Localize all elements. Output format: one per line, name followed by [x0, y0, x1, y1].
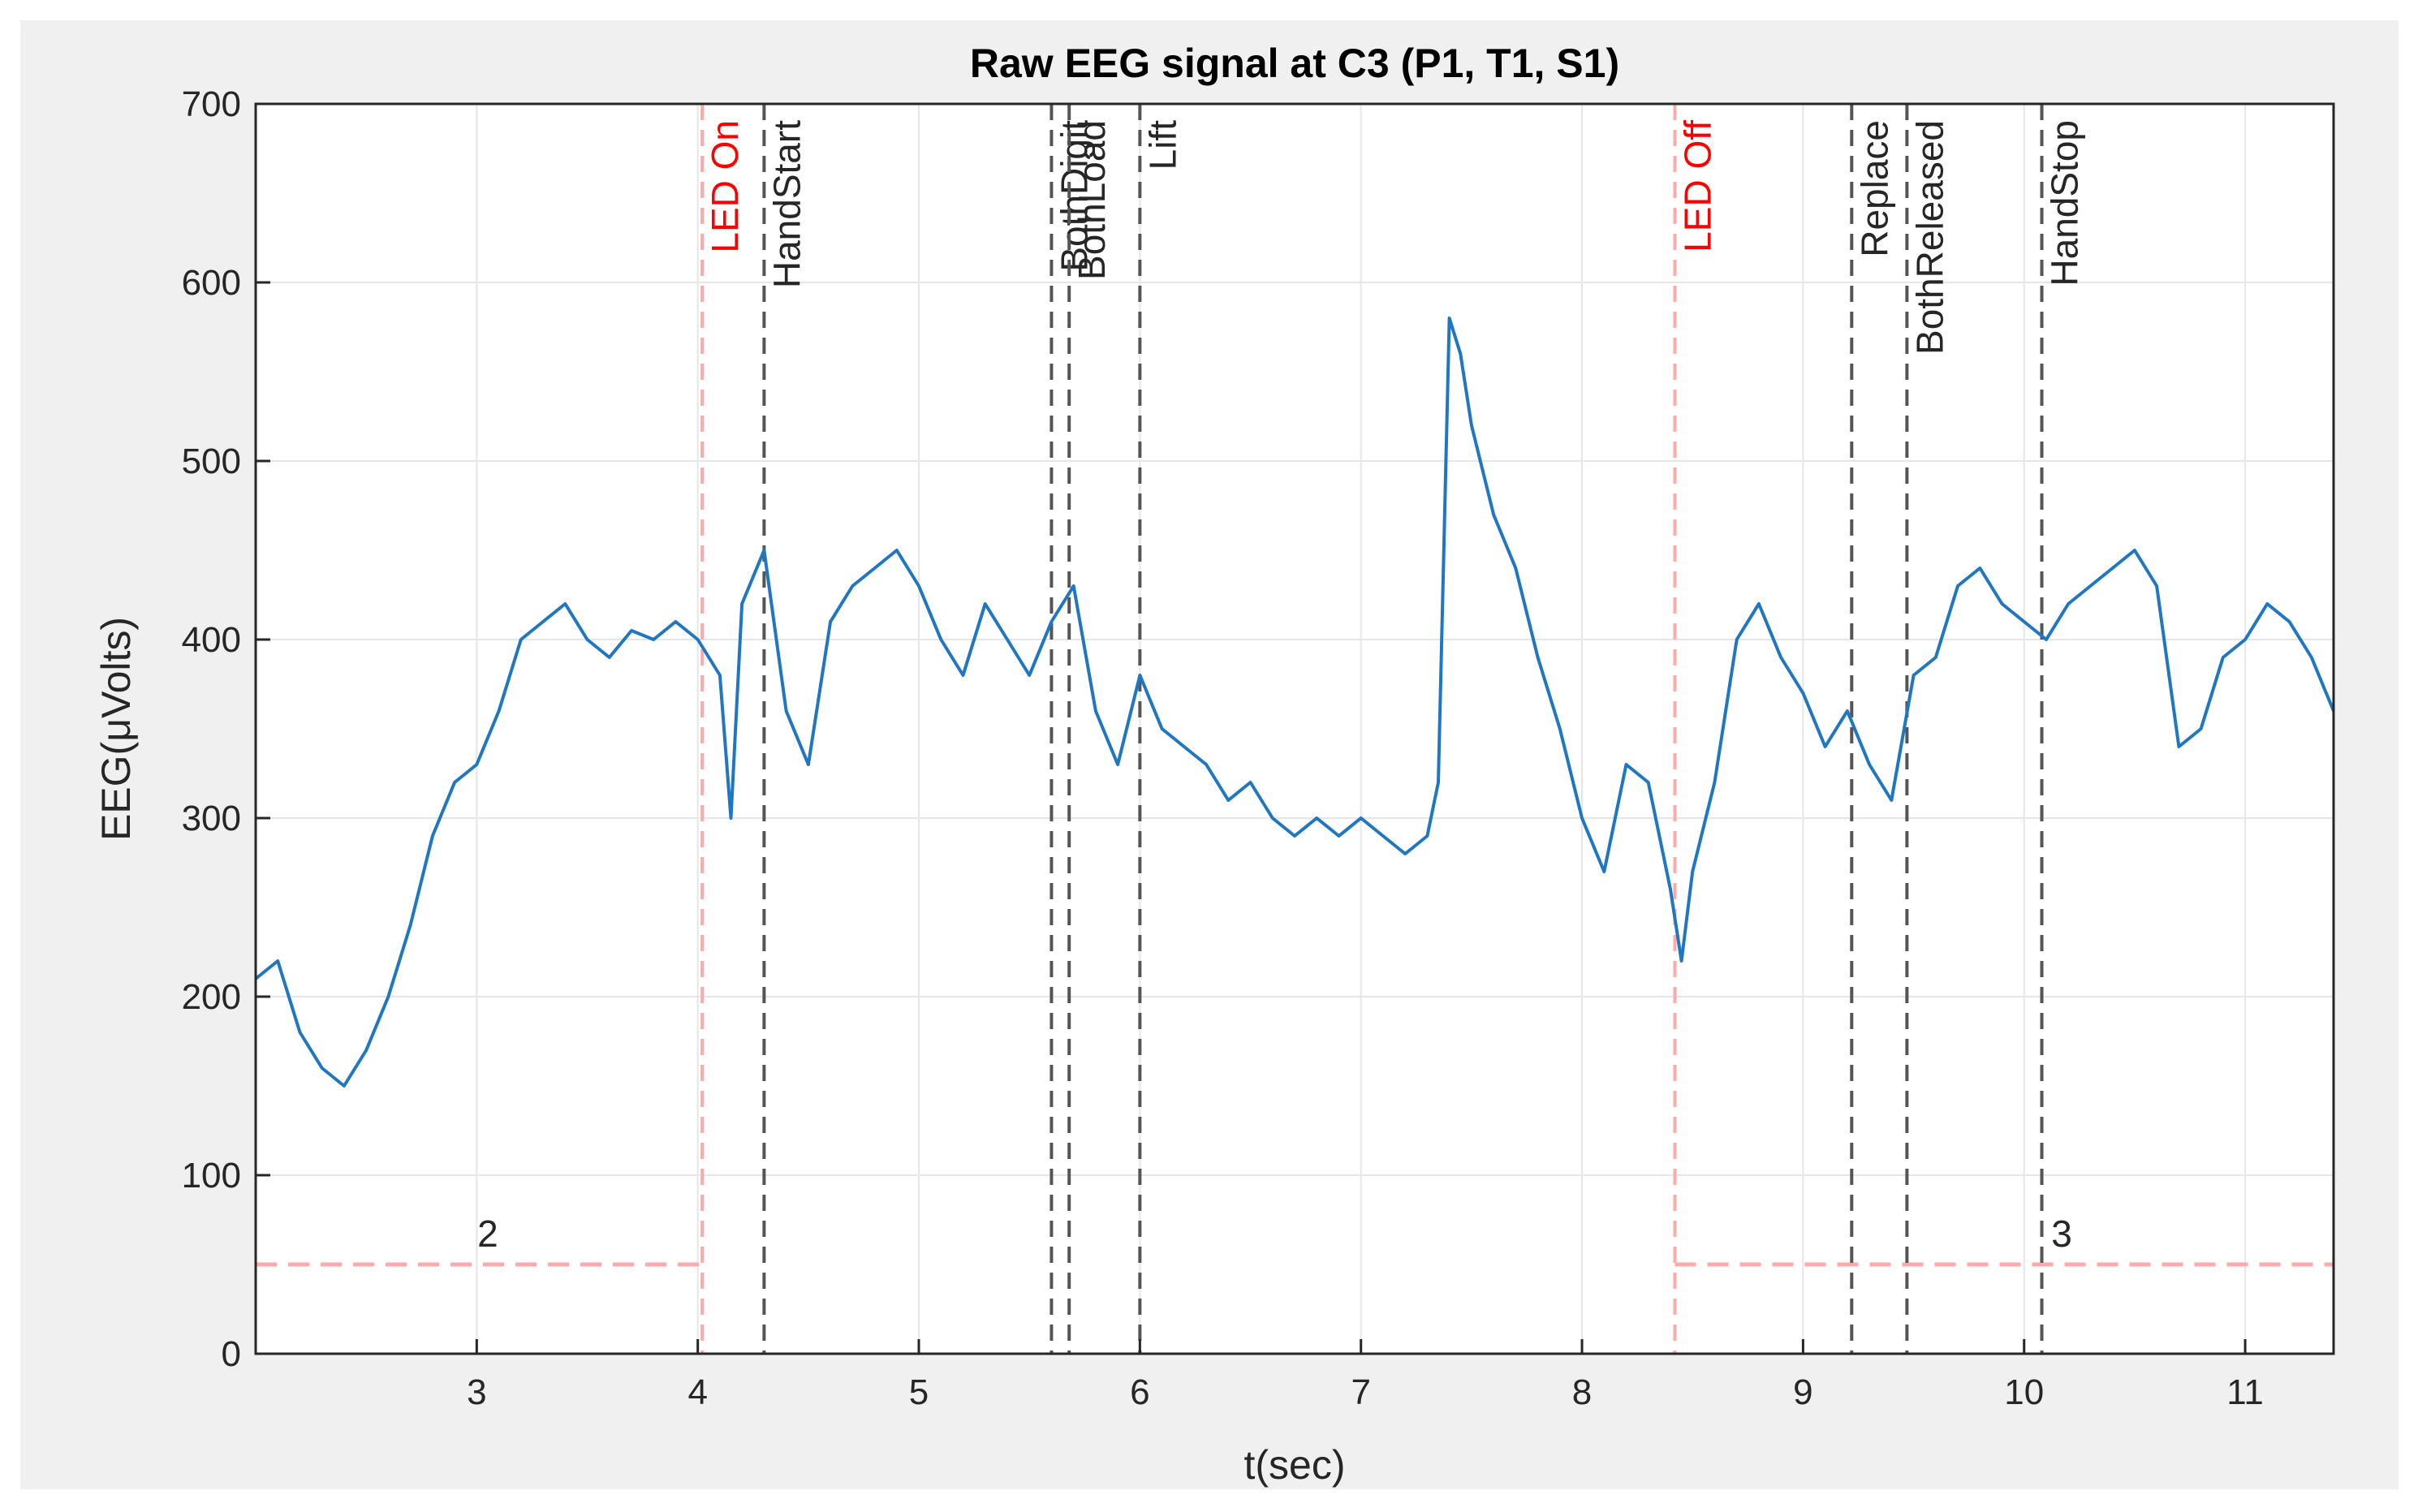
- eeg-signal-line: [254, 317, 2335, 1088]
- x-axis-label: t(sec): [1244, 1442, 1346, 1488]
- event-label: Lift: [1141, 120, 1183, 170]
- x-tick-label: 7: [1351, 1372, 1370, 1412]
- event-label: LED On: [704, 120, 746, 253]
- x-tick-label: 3: [467, 1372, 486, 1412]
- event-label: BothDigit: [1053, 120, 1095, 272]
- y-axis-label: EEG(μVolts): [93, 617, 139, 841]
- y-tick-label: 600: [182, 263, 241, 303]
- x-tick-label: 10: [2004, 1372, 2044, 1412]
- y-tick-label: 0: [222, 1334, 241, 1374]
- x-tick-label: 6: [1130, 1372, 1149, 1412]
- event-label: HandStop: [2044, 120, 2086, 286]
- x-tick-label: 5: [909, 1372, 929, 1412]
- trial-number-label: 3: [2051, 1213, 2072, 1255]
- y-tick-label: 300: [182, 799, 241, 838]
- x-axis-ticks: 3 4 5 6 7 8 9 10 11: [467, 1339, 2264, 1412]
- y-tick-label: 200: [182, 977, 241, 1017]
- y-tick-label: 400: [182, 620, 241, 660]
- plot-border: [254, 102, 2335, 1355]
- x-tick-label: 8: [1572, 1372, 1592, 1412]
- trial-number-label: 2: [477, 1213, 498, 1255]
- event-label: BothLoad: [1071, 120, 1113, 280]
- event-label: LED Off: [1676, 120, 1718, 252]
- chart-title: Raw EEG signal at C3 (P1, T1, S1): [970, 41, 1619, 86]
- y-tick-label: 500: [182, 442, 241, 481]
- event-label: BothReleased: [1908, 120, 1950, 355]
- y-axis-ticks: 0 100 200 300 400 500 600 700: [182, 84, 270, 1374]
- y-tick-label: 100: [182, 1156, 241, 1195]
- event-label: HandStart: [765, 120, 808, 288]
- plot-area: [256, 104, 2334, 1354]
- event-label: Replace: [1853, 120, 1895, 257]
- x-tick-label: 4: [687, 1372, 707, 1412]
- x-tick-label: 9: [1793, 1372, 1812, 1412]
- signal-series: [254, 317, 2335, 1088]
- y-tick-label: 700: [182, 84, 241, 124]
- x-tick-label: 11: [2226, 1372, 2264, 1412]
